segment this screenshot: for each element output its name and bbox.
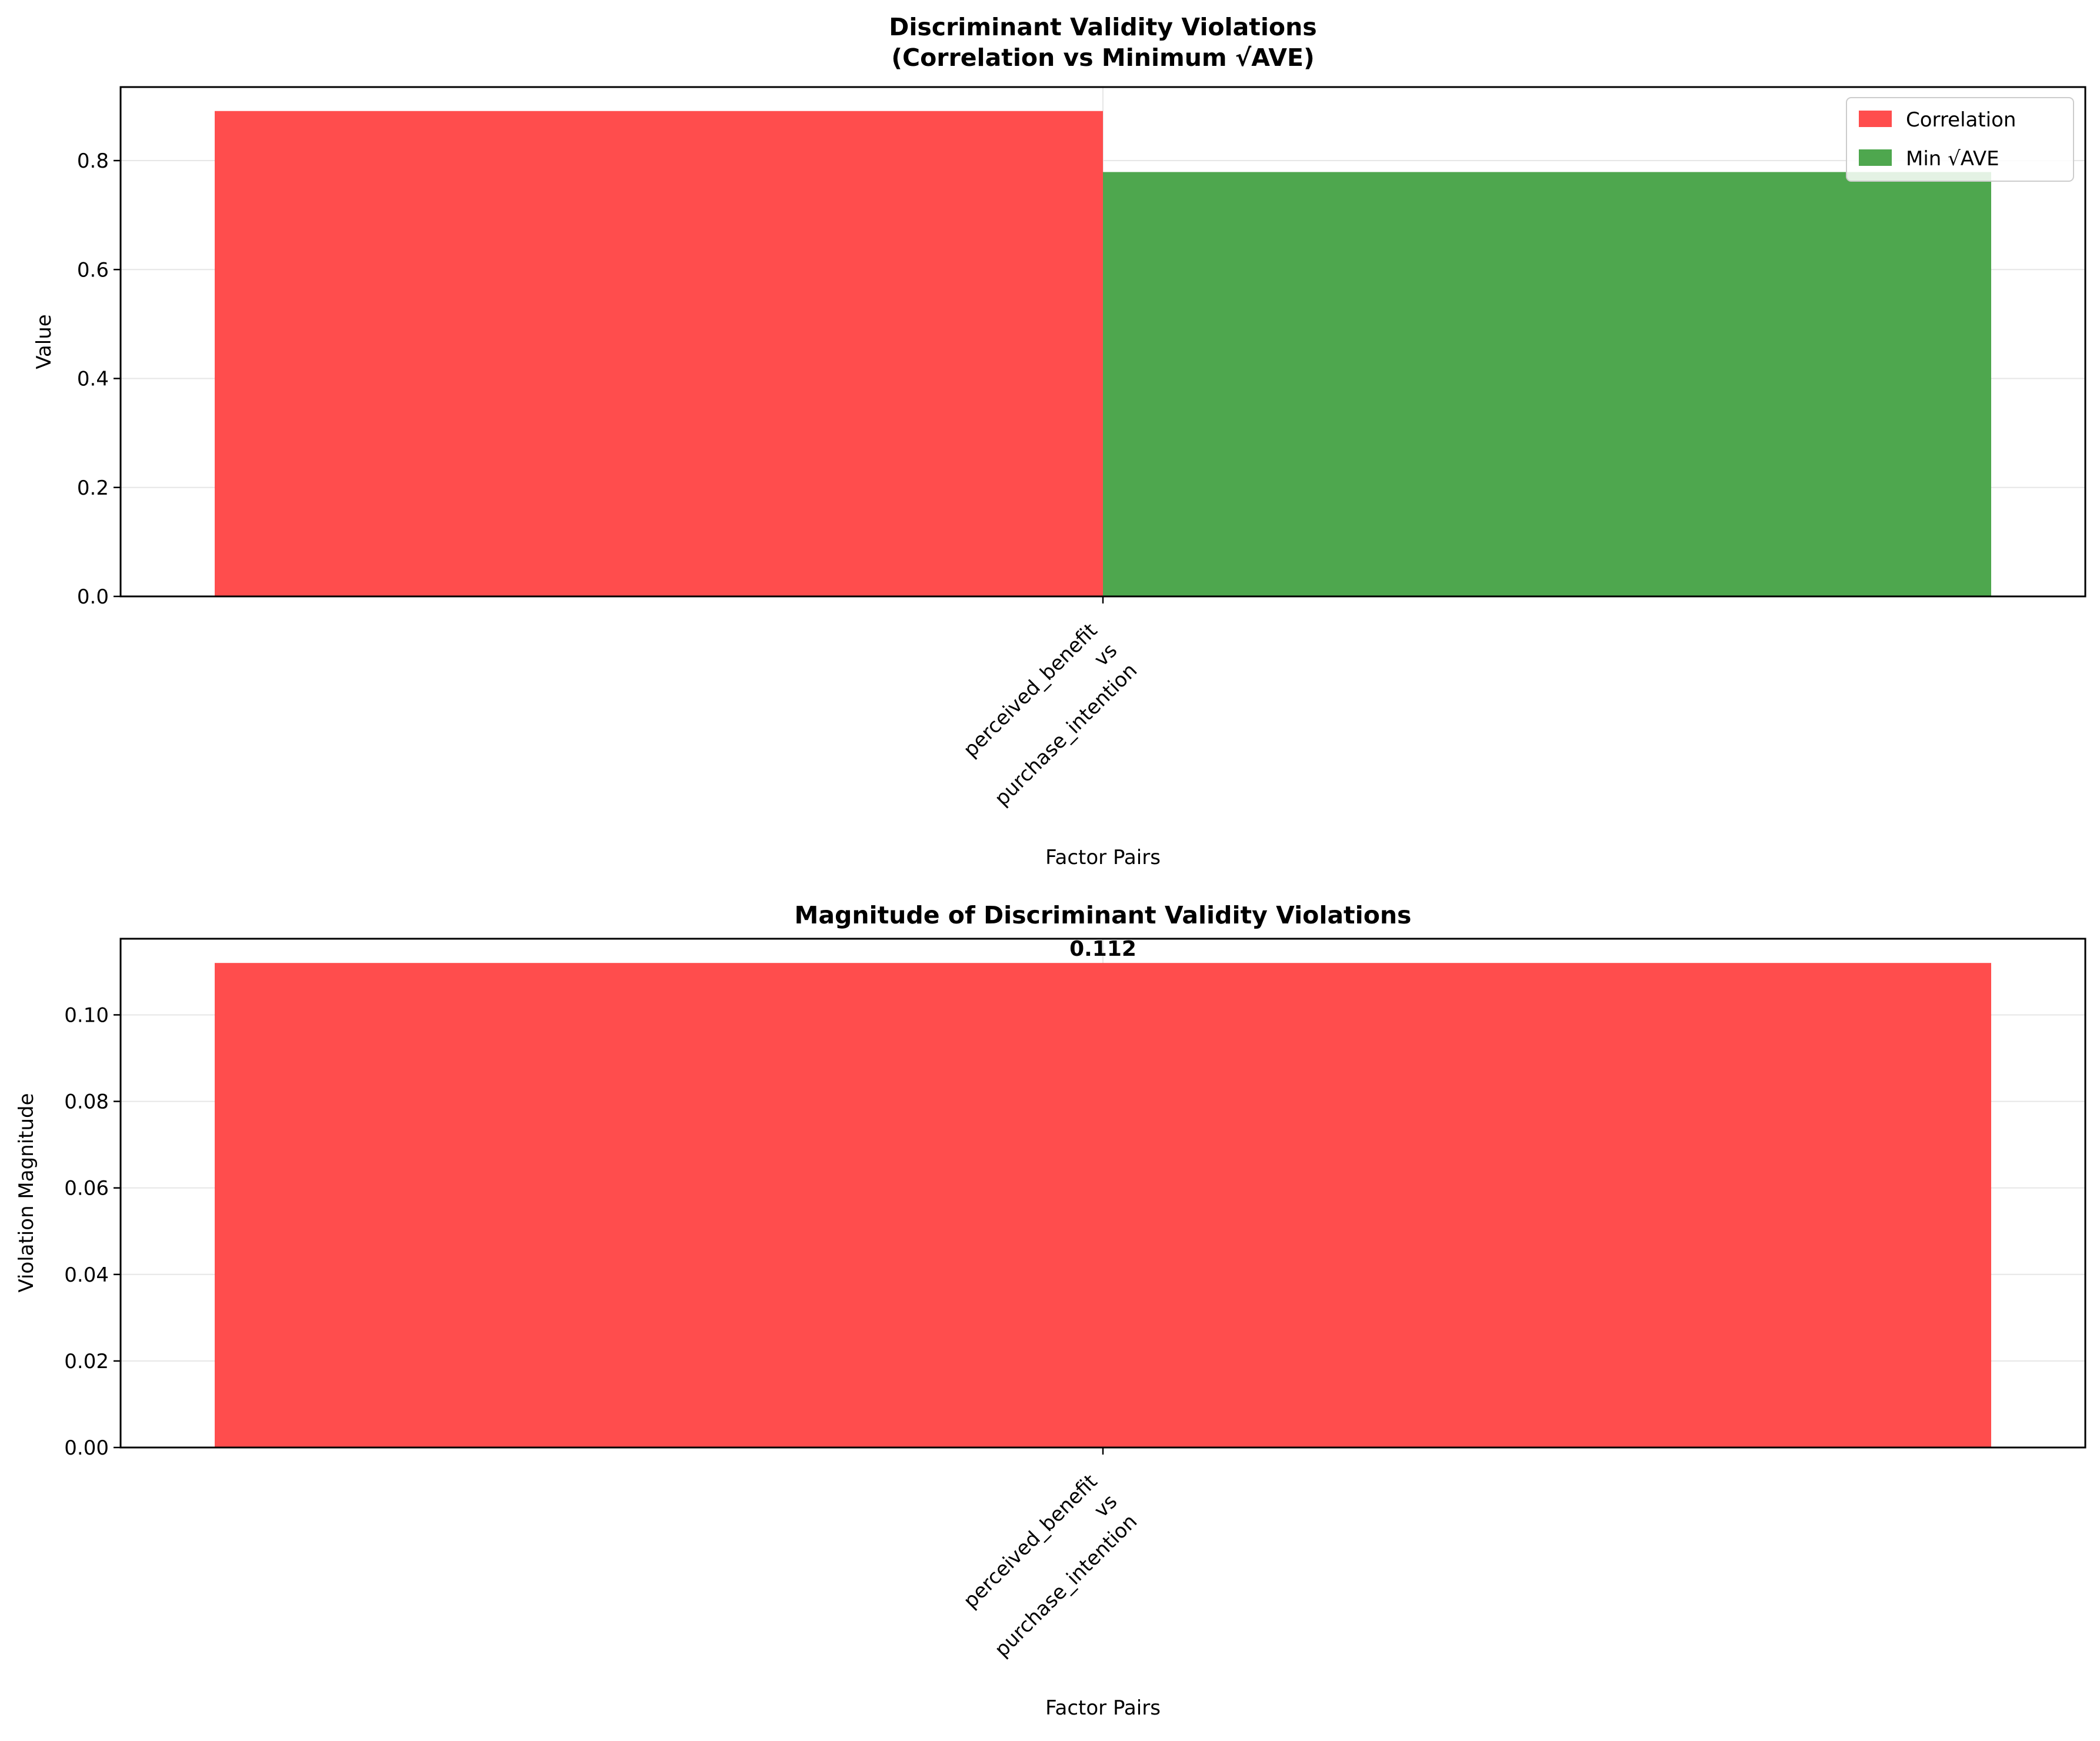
chart-title: Magnitude of Discriminant Validity Viola… bbox=[795, 901, 1412, 929]
y-tick-label: 0.02 bbox=[64, 1350, 109, 1373]
bars bbox=[215, 111, 1991, 597]
legend: Correlation Min √AVE bbox=[1846, 97, 2074, 182]
legend-swatch-correlation bbox=[1859, 111, 1892, 127]
y-axis-label: Violation Magnitude bbox=[15, 1093, 38, 1292]
y-tick-label: 0.10 bbox=[64, 1003, 109, 1027]
x-axis-label: Factor Pairs bbox=[1045, 1696, 1161, 1720]
y-axis-label: Value bbox=[32, 314, 56, 369]
y-tick-label: 0.08 bbox=[64, 1090, 109, 1114]
bars bbox=[215, 963, 1991, 1448]
y-axis-ticks: 0.0 0.2 0.4 0.6 0.8 bbox=[77, 149, 121, 609]
y-tick-label: 0.06 bbox=[64, 1177, 109, 1200]
legend-label-correlation: Correlation bbox=[1906, 108, 2016, 132]
y-tick-label: 0.8 bbox=[77, 149, 109, 173]
y-tick-label: 0.0 bbox=[77, 585, 109, 609]
y-tick-label: 0.2 bbox=[77, 476, 109, 500]
y-tick-label: 0.04 bbox=[64, 1263, 109, 1287]
legend-swatch-min-sqrt-ave bbox=[1859, 149, 1892, 166]
y-tick-label: 0.6 bbox=[77, 258, 109, 282]
chart-title-line2: (Correlation vs Minimum √AVE) bbox=[891, 44, 1314, 72]
legend-label-min-sqrt-ave: Min √AVE bbox=[1906, 147, 1999, 171]
y-axis-ticks: 0.00 0.02 0.04 0.06 0.08 0.10 bbox=[64, 1003, 121, 1460]
legend-frame bbox=[1846, 97, 2074, 182]
data-label-violation: 0.112 bbox=[1069, 937, 1136, 961]
bar-violation-magnitude bbox=[215, 963, 1991, 1448]
y-tick-label: 0.4 bbox=[77, 368, 109, 391]
x-axis-label: Factor Pairs bbox=[1045, 846, 1161, 869]
y-tick-label: 0.00 bbox=[64, 1436, 109, 1460]
bar-min-sqrt-ave bbox=[1103, 172, 1991, 597]
chart-title-line1: Discriminant Validity Violations bbox=[889, 13, 1316, 41]
bar-correlation bbox=[215, 111, 1103, 597]
